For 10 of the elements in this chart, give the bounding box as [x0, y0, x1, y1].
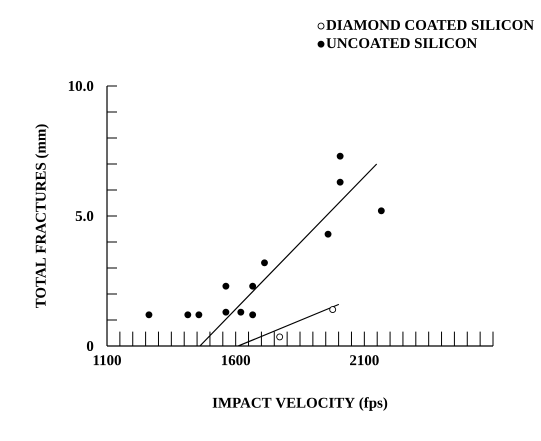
y-axis-title: TOTAL FRACTURES (mm) [35, 124, 49, 308]
y-tick-label: 10.0 [68, 80, 94, 92]
legend-label: UNCOATED SILICON [326, 38, 478, 48]
y-tick-label: 5.0 [76, 210, 94, 222]
x-tick-label: 1600 [222, 355, 250, 366]
x-tick-label: 2100 [350, 355, 379, 366]
x-axis-title: IMPACT VELOCITY (fps) [212, 397, 388, 411]
y-tick-label: 0 [86, 340, 94, 352]
legend-label: DIAMOND COATED SILICON [326, 20, 534, 30]
x-tick-label: 1100 [94, 355, 121, 366]
